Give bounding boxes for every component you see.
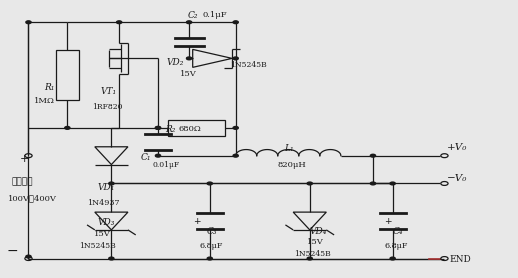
- Circle shape: [186, 57, 192, 60]
- Text: 0.1μF: 0.1μF: [202, 11, 227, 19]
- Text: 680Ω: 680Ω: [179, 125, 202, 133]
- Text: −: −: [6, 244, 18, 258]
- Circle shape: [207, 257, 212, 260]
- Text: VD₂: VD₂: [167, 58, 184, 67]
- Circle shape: [26, 255, 31, 258]
- Circle shape: [117, 21, 122, 24]
- Text: VD₃: VD₃: [97, 219, 115, 227]
- Text: 0.01μF: 0.01μF: [153, 161, 180, 168]
- Text: END: END: [450, 255, 471, 264]
- Text: 1MΩ: 1MΩ: [34, 98, 54, 105]
- Circle shape: [207, 182, 212, 185]
- Circle shape: [307, 257, 312, 260]
- Circle shape: [155, 154, 161, 157]
- Circle shape: [65, 126, 70, 129]
- Circle shape: [233, 126, 238, 129]
- Text: 输入直流: 输入直流: [11, 178, 33, 187]
- Text: +: +: [384, 217, 392, 225]
- Text: +: +: [20, 154, 29, 164]
- Text: 15V: 15V: [180, 70, 197, 78]
- Circle shape: [233, 57, 238, 60]
- Text: VD₁: VD₁: [97, 183, 115, 192]
- Text: 1N5245B: 1N5245B: [79, 242, 116, 250]
- Circle shape: [307, 182, 312, 185]
- Text: R₂: R₂: [165, 125, 175, 134]
- Text: 6.8μF: 6.8μF: [199, 242, 223, 250]
- Text: 6.8μF: 6.8μF: [384, 242, 408, 250]
- Circle shape: [186, 21, 192, 24]
- Circle shape: [233, 154, 238, 157]
- Text: +V₀: +V₀: [447, 143, 467, 152]
- Text: 100V～400V: 100V～400V: [8, 195, 56, 203]
- Circle shape: [109, 257, 114, 260]
- Text: 1N5245B: 1N5245B: [294, 250, 331, 257]
- Text: 1N4937: 1N4937: [87, 200, 120, 207]
- Text: 1N5245B: 1N5245B: [231, 61, 267, 69]
- Circle shape: [109, 182, 114, 185]
- Circle shape: [390, 257, 395, 260]
- Circle shape: [26, 21, 31, 24]
- Circle shape: [370, 182, 376, 185]
- Text: −V₀: −V₀: [447, 174, 467, 183]
- Text: L₁: L₁: [284, 144, 294, 153]
- Text: C₄: C₄: [393, 227, 403, 236]
- Text: 1RF820: 1RF820: [92, 103, 123, 111]
- Circle shape: [233, 21, 238, 24]
- Circle shape: [390, 182, 395, 185]
- Circle shape: [155, 126, 161, 129]
- Text: C₃: C₃: [206, 227, 217, 236]
- Text: C₂: C₂: [188, 11, 198, 20]
- Text: C₁: C₁: [141, 153, 151, 162]
- Circle shape: [155, 126, 161, 129]
- Text: 820μH: 820μH: [277, 161, 306, 168]
- Text: VD₄: VD₄: [310, 227, 327, 236]
- Text: 15V: 15V: [307, 239, 323, 246]
- Text: R₁: R₁: [44, 83, 54, 92]
- Text: 15V: 15V: [94, 230, 111, 238]
- Text: +: +: [193, 217, 200, 225]
- Text: VT₁: VT₁: [101, 87, 117, 96]
- Circle shape: [370, 154, 376, 157]
